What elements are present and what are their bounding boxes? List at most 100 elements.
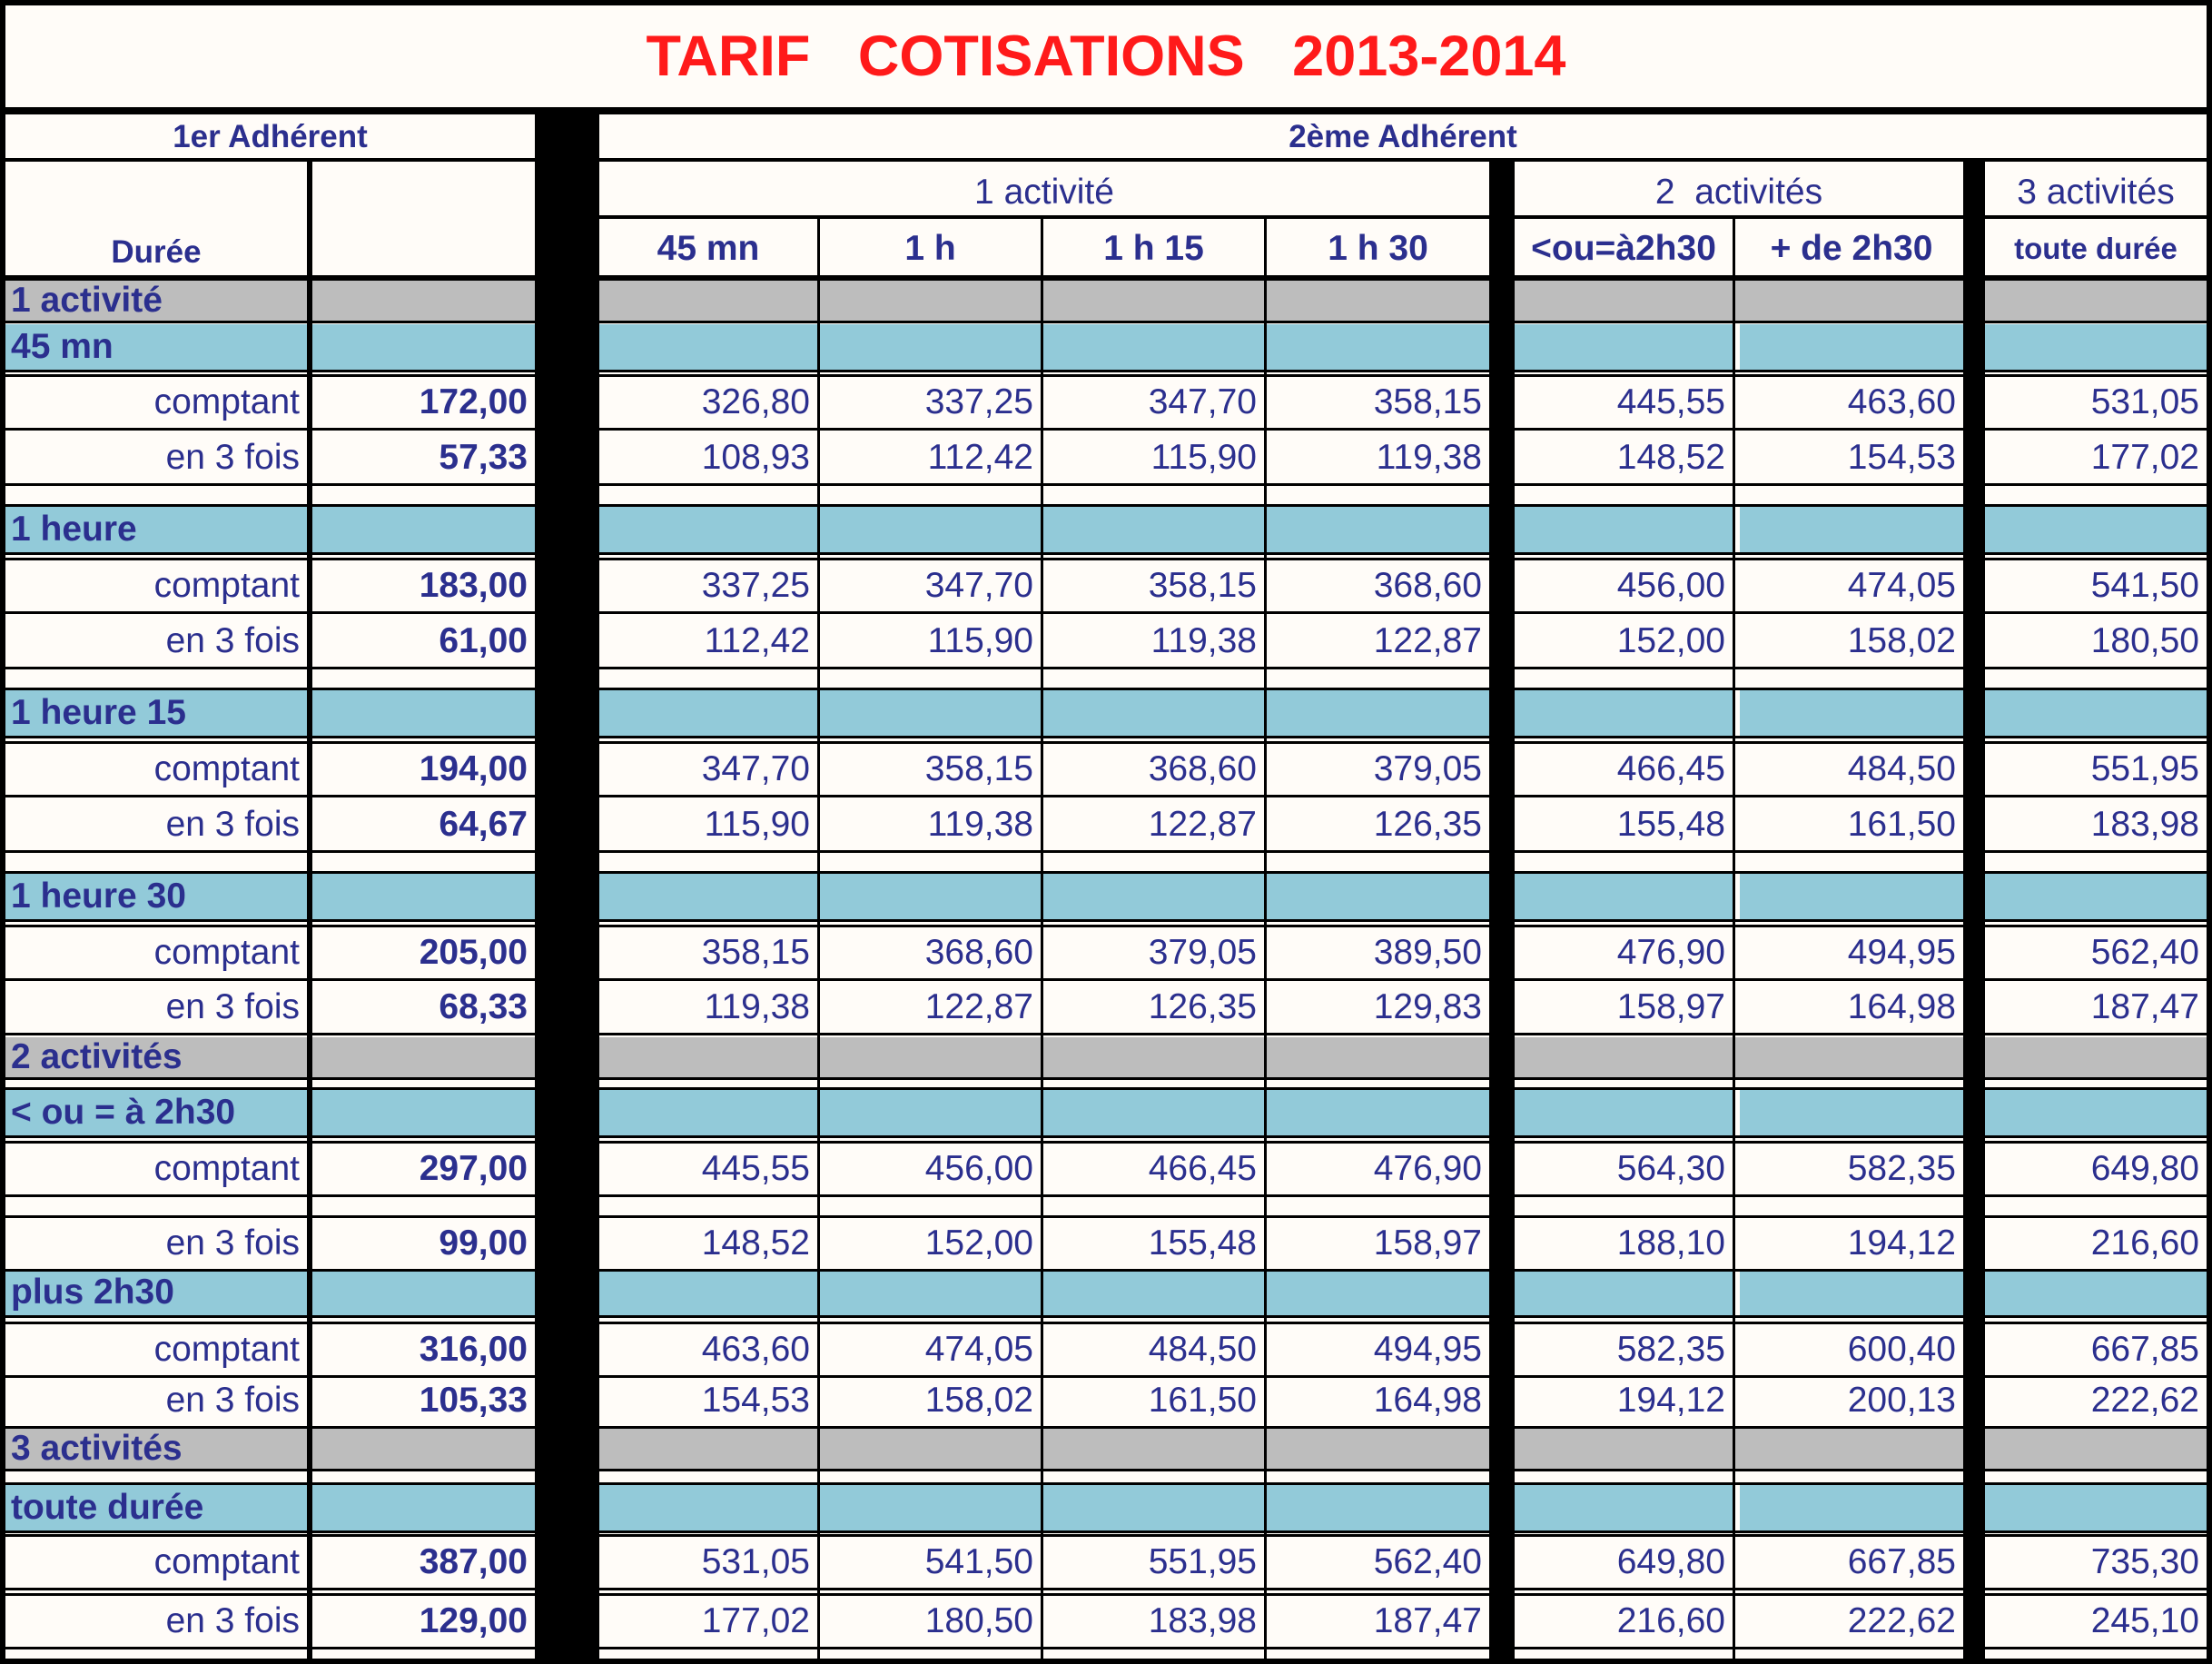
- price-cell: 466,45: [1616, 749, 1725, 788]
- column-header: 1 h: [904, 228, 956, 268]
- group-band: [1267, 1485, 1489, 1530]
- grid-line: [0, 558, 2212, 560]
- price-cell: 368,60: [1148, 749, 1257, 788]
- section-band: [1985, 281, 2207, 321]
- group-band: [820, 1485, 1041, 1530]
- section-band: [1985, 1429, 2207, 1469]
- price-cell: 177,02: [2090, 438, 2199, 477]
- price-cell: 541,50: [924, 1542, 1033, 1581]
- row-label: comptant: [153, 933, 300, 972]
- price-cell: 649,80: [1616, 1542, 1725, 1581]
- price-cell: 158,97: [1616, 987, 1725, 1026]
- price-cell: 119,38: [704, 987, 810, 1026]
- price-cell: 177,02: [701, 1601, 810, 1640]
- group-label: toute durée: [11, 1488, 204, 1527]
- row-label: en 3 fois: [165, 1381, 300, 1420]
- group-band: [1515, 1485, 1733, 1530]
- column-header: <ou=à2h30: [1531, 228, 1716, 268]
- price-cell: 358,15: [1148, 566, 1257, 605]
- group-label: plus 2h30: [11, 1273, 174, 1312]
- column-header: 45 mn: [657, 228, 760, 268]
- price-cell: 119,38: [1150, 621, 1257, 660]
- price-cell: 129,83: [1373, 987, 1482, 1026]
- price-cell: 667,85: [2090, 1330, 2199, 1369]
- first-member-price: 105,33: [419, 1381, 528, 1420]
- price-cell: 474,05: [924, 1330, 1033, 1369]
- price-cell: 456,00: [1616, 566, 1725, 605]
- grid-line: [0, 1087, 2212, 1090]
- group-band: [1515, 690, 1733, 736]
- group-band: [1985, 1270, 2207, 1315]
- group-band: [820, 690, 1041, 736]
- group-band: [1267, 324, 1489, 370]
- group-label: < ou = à 2h30: [11, 1093, 236, 1132]
- grid-line: [0, 978, 2212, 981]
- price-cell: 158,02: [924, 1381, 1033, 1420]
- group-band: [1985, 1090, 2207, 1135]
- row-label: comptant: [153, 1542, 300, 1581]
- group-band: [1515, 1270, 1733, 1315]
- grid-line: [1264, 215, 1267, 1664]
- price-cell: 126,35: [1373, 805, 1482, 844]
- price-cell: 463,60: [701, 1330, 810, 1369]
- grid-line: [0, 850, 2212, 853]
- group-band: [820, 324, 1041, 370]
- frame-line: [0, 0, 5, 1664]
- price-cell: 148,52: [1616, 438, 1725, 477]
- grid-line: [0, 1647, 2212, 1649]
- price-cell: 474,05: [1847, 566, 1956, 605]
- group-band: [1740, 1485, 1963, 1530]
- group-band: [1740, 874, 1963, 919]
- price-cell: 476,90: [1373, 1149, 1482, 1188]
- grid-line: [599, 158, 2212, 162]
- group-band: [312, 1270, 535, 1315]
- group-band: [820, 1270, 1041, 1315]
- section-band: [1515, 1429, 1963, 1469]
- price-cell: 358,15: [924, 749, 1033, 788]
- thick-separator: [535, 107, 599, 1664]
- group-band: [599, 690, 817, 736]
- price-cell: 337,25: [924, 382, 1033, 421]
- group-band: [1515, 324, 1733, 370]
- row-label: comptant: [153, 566, 300, 605]
- price-cell: 389,50: [1373, 933, 1482, 972]
- grid-line: [0, 1135, 2212, 1138]
- group-band: [5, 690, 307, 736]
- price-cell: 531,05: [701, 1542, 810, 1581]
- price-cell: 541,50: [2090, 566, 2199, 605]
- grid-line: [0, 1269, 2212, 1272]
- section-band: [5, 281, 535, 321]
- group-band: [1043, 1090, 1264, 1135]
- grid-line: [0, 1033, 2212, 1035]
- price-cell: 337,25: [701, 566, 810, 605]
- row-label: en 3 fois: [165, 438, 300, 477]
- first-member-price: 194,00: [419, 749, 528, 788]
- group-band: [1985, 690, 2207, 736]
- group-band: [820, 1090, 1041, 1135]
- first-member-price: 387,00: [419, 1542, 528, 1581]
- price-cell: 112,42: [927, 438, 1033, 477]
- group-label: 1 heure 30: [11, 877, 186, 916]
- grid-line: [0, 158, 535, 162]
- price-cell: 155,48: [1148, 1223, 1257, 1263]
- group-band: [5, 874, 307, 919]
- grid-line: [0, 688, 2212, 690]
- first-member-price: 297,00: [419, 1149, 528, 1188]
- group-band: [5, 324, 307, 370]
- group-band: [1740, 1270, 1963, 1315]
- price-cell: 222,62: [2090, 1381, 2199, 1420]
- price-cell: 126,35: [1148, 987, 1257, 1026]
- grid-line: [0, 1426, 2212, 1429]
- group-label: 1 heure: [11, 510, 137, 549]
- group-band: [312, 874, 535, 919]
- group-band: [1740, 690, 1963, 736]
- row-label: en 3 fois: [165, 987, 300, 1026]
- group-band: [1267, 690, 1489, 736]
- group-band: [1043, 690, 1264, 736]
- grid-line: [0, 1322, 2212, 1324]
- price-cell: 155,48: [1616, 805, 1725, 844]
- group-band: [1267, 874, 1489, 919]
- group-band: [599, 1090, 817, 1135]
- group-band: [312, 690, 535, 736]
- price-cell: 115,90: [1150, 438, 1257, 477]
